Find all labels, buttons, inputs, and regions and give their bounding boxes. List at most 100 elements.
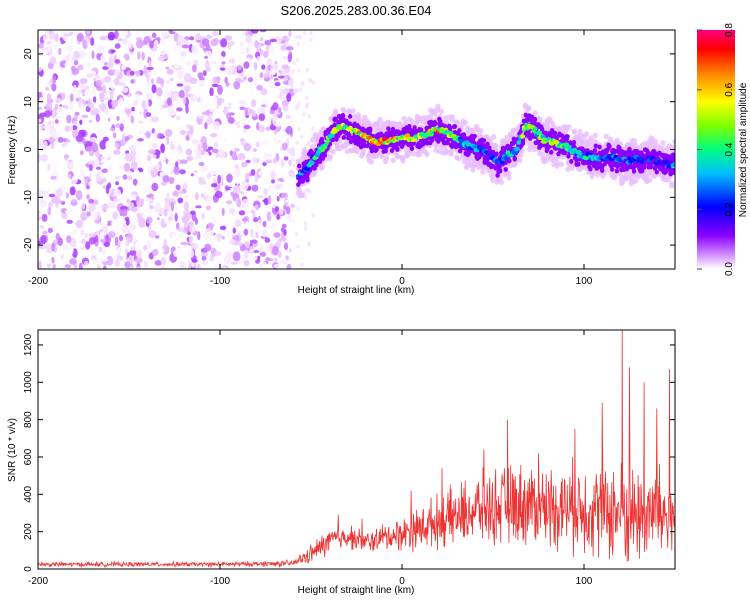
noise-cell (306, 142, 311, 147)
noise-cell (78, 82, 83, 90)
noise-cell (274, 184, 282, 190)
noise-cell (109, 116, 116, 123)
noise-cell (233, 185, 241, 194)
noise-cell (173, 63, 180, 69)
x-tick-label: 100 (576, 276, 593, 287)
noise-cell (189, 225, 196, 234)
noise-cell (254, 76, 258, 87)
noise-cell (38, 118, 42, 123)
noise-cell (296, 41, 301, 46)
ridge-cell (305, 177, 310, 183)
noise-cell (129, 70, 135, 76)
noise-cell (204, 243, 212, 252)
noise-cell (308, 37, 313, 42)
noise-cell (118, 197, 123, 202)
noise-cell (201, 255, 207, 262)
noise-cell (73, 59, 79, 66)
noise-cell (152, 166, 158, 175)
noise-cell (120, 156, 125, 160)
noise-cell (128, 144, 136, 152)
noise-cell (80, 103, 85, 110)
ridge-core-cell (540, 134, 546, 139)
ridge-core-cell (672, 162, 675, 167)
noise-cell (211, 30, 219, 37)
y-tick-label: 1200 (23, 333, 34, 356)
noise-cell (178, 89, 185, 99)
noise-cell (114, 43, 121, 49)
noise-cell (300, 262, 304, 267)
noise-cell (132, 206, 138, 213)
noise-cell (65, 210, 72, 214)
noise-cell (134, 257, 143, 264)
noise-cell (277, 131, 282, 139)
ridge-cell (412, 125, 417, 130)
noise-cell (105, 234, 110, 244)
noise-cell (249, 249, 255, 253)
ridge-cell (457, 128, 462, 134)
noise-cell (229, 66, 233, 75)
noise-cell (65, 138, 71, 143)
ridge-core-cell (310, 160, 315, 166)
noise-cell (209, 166, 218, 176)
noise-cell (135, 114, 142, 119)
noise-cell (102, 225, 108, 234)
ridge-halo-cell (540, 151, 546, 158)
ridge-cell (566, 153, 571, 159)
noise-cell (211, 83, 219, 88)
noise-cell (126, 198, 130, 204)
noise-cell (291, 157, 296, 162)
noise-cell (305, 102, 310, 107)
noise-cell (175, 184, 181, 191)
ridge-halo-cell (632, 138, 638, 144)
noise-cell (107, 31, 116, 41)
noise-cell (243, 124, 251, 130)
noise-cell (281, 142, 288, 150)
noise-cell (216, 233, 223, 239)
ridge-cell (569, 159, 574, 164)
colorbar-tick-label: 0.0 (724, 262, 735, 276)
noise-cell (280, 227, 285, 233)
noise-cell (52, 264, 57, 269)
noise-cell (52, 75, 57, 84)
noise-cell (236, 177, 240, 186)
noise-cell (95, 79, 102, 87)
noise-cell (186, 81, 191, 86)
noise-cell (205, 205, 212, 211)
noise-cell (242, 76, 247, 81)
noise-cell (81, 202, 86, 210)
noise-cell (206, 34, 213, 39)
noise-cell (241, 217, 248, 222)
noise-cell (187, 61, 191, 66)
noise-cell (130, 150, 137, 156)
noise-cell (66, 235, 72, 244)
noise-cell (226, 200, 233, 205)
noise-cell (159, 36, 166, 46)
noise-cell (270, 170, 276, 179)
noise-cell (103, 265, 107, 269)
noise-cell (210, 38, 218, 47)
noise-cell (283, 156, 289, 161)
noise-cell (260, 88, 268, 96)
noise-cell (251, 30, 259, 34)
noise-cell (134, 99, 138, 107)
ridge-cell (341, 135, 346, 140)
noise-cell (180, 50, 187, 57)
noise-cell (70, 198, 78, 207)
noise-cell (270, 74, 274, 80)
noise-cell (285, 114, 291, 119)
noise-cell (249, 230, 257, 238)
noise-cell (249, 140, 255, 146)
noise-cell (105, 141, 110, 149)
noise-cell (155, 164, 161, 169)
noise-cell (137, 138, 144, 142)
noise-cell (272, 245, 279, 256)
noise-cell (115, 175, 121, 180)
ridge-cell (487, 145, 492, 151)
noise-cell (307, 114, 311, 119)
noise-cell (172, 93, 176, 102)
noise-cell (150, 116, 159, 123)
noise-cell (219, 225, 227, 231)
ridge-halo-cell (462, 119, 468, 126)
noise-cell (289, 118, 296, 123)
